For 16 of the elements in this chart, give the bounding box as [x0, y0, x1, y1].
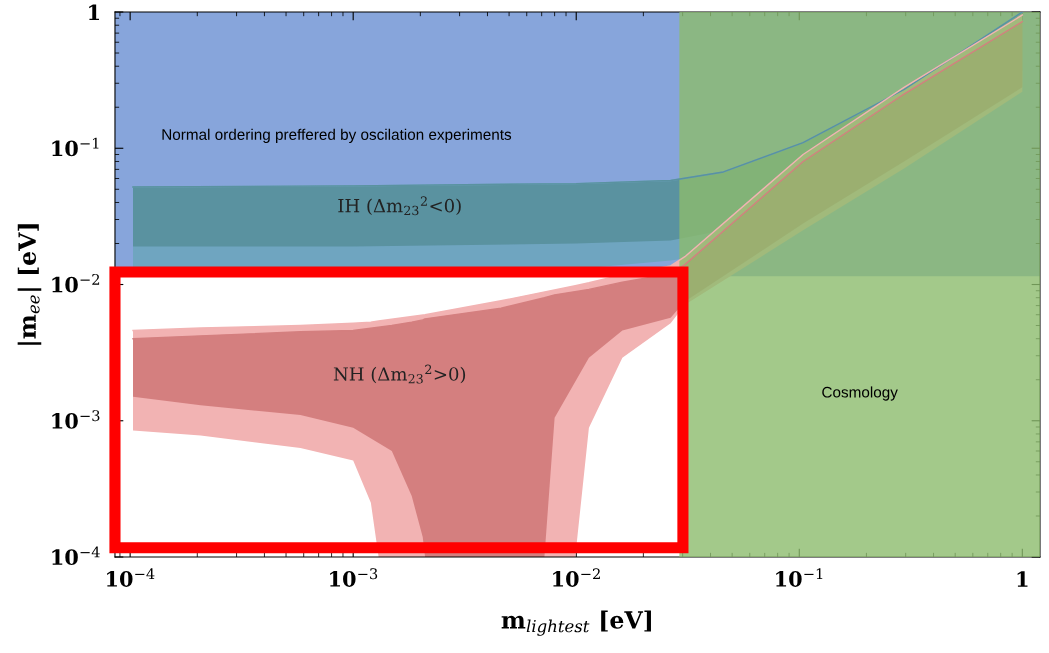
series-label: NH (Δm$_{23}$$^{2}$>0): [333, 364, 466, 384]
band-label: Cosmology: [822, 386, 898, 401]
y-tick-label: 10$^{−1}$: [52, 137, 99, 157]
x-axis-title: m$_{lightest}$ [eV]: [501, 610, 651, 636]
x-tick-label: 10$^{−3}$: [330, 568, 378, 587]
y-axis-title: |m$_{ee}$| [eV]: [17, 224, 42, 345]
x-tick-label: 10$^{−1}$: [776, 568, 823, 587]
y-tick-label: 1: [89, 4, 100, 20]
x-tick-label: 1: [1017, 571, 1028, 587]
x-tick-label: 10$^{−2}$: [553, 568, 600, 587]
band-label: Normal ordering preffered by oscilation experiments: [162, 128, 512, 143]
y-tick-label: 10$^{−4}$: [52, 546, 100, 566]
x-tick-label: 10$^{−4}$: [107, 568, 155, 587]
series-label: IH (Δm$_{23}$$^{2}$<0): [338, 196, 461, 216]
y-tick-label: 10$^{−3}$: [52, 410, 100, 429]
y-tick-label: 10$^{−2}$: [52, 273, 100, 293]
